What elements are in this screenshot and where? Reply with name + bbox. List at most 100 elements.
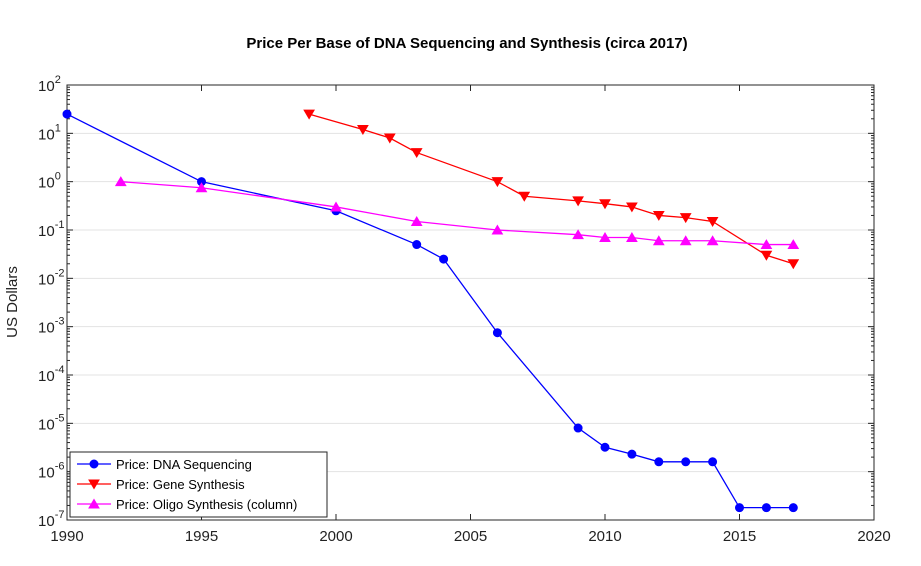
data-point [357,125,369,135]
y-tick-exponent: 0 [55,171,61,183]
series-2 [114,176,800,250]
y-tick-label: 102 [38,74,61,95]
legend-marker [88,479,100,490]
series-line [120,181,794,246]
y-tick-base: 10 [38,271,55,288]
data-point [679,213,692,224]
data-point [679,235,692,246]
data-point [627,449,637,459]
data-point [195,182,208,193]
series-0 [62,109,798,513]
data-point [708,457,718,467]
data-point [706,235,719,246]
data-point [439,254,449,264]
y-tick-exponent: -5 [55,412,65,424]
data-point [735,503,744,513]
y-tick-label: 101 [38,122,61,143]
data-point [383,133,396,144]
y-tick-exponent: -3 [55,316,65,328]
data-point [681,457,691,467]
data-point [652,210,665,221]
data-point [760,239,773,250]
legend-marker [88,498,100,509]
data-point [572,196,584,207]
y-tick-label: 10-3 [38,316,64,337]
x-tick-label: 2000 [319,528,352,545]
y-tick-base: 10 [38,368,55,385]
legend: Price: DNA Sequencing Price: Gene Synthes… [69,451,328,518]
legend-label: Price: Oligo Synthesis (column) [116,497,297,512]
series [62,109,800,513]
y-tick-base: 10 [38,78,55,95]
legend-marker [89,459,99,469]
y-tick-exponent: 2 [55,74,61,86]
y-tick-label: 100 [38,171,61,192]
data-point [600,442,610,452]
data-point [626,232,638,242]
legend-item: Price: Oligo Synthesis (column) [77,497,297,512]
y-tick-base: 10 [38,320,55,337]
grid [67,132,874,473]
y-tick-exponent: -1 [55,219,65,231]
y-tick-base: 10 [38,175,55,192]
y-tick-label: 10-6 [38,461,64,482]
data-point [518,191,531,202]
chart-title: Price Per Base of DNA Sequencing and Syn… [246,35,687,52]
y-tick-base: 10 [38,126,55,143]
y-tick-base: 10 [38,416,55,433]
data-point [706,216,719,227]
y-tick-label: 10-5 [38,412,64,433]
data-point [114,176,127,187]
x-tick-label: 2020 [857,528,890,545]
y-tick-exponent: -2 [55,267,65,279]
x-tick-label: 1995 [185,528,218,545]
y-tick-label: 10-1 [38,219,64,240]
data-point [626,202,638,213]
y-tick-label: 10-2 [38,267,64,288]
y-tick-label: 10-7 [38,509,64,530]
legend-label: Price: DNA Sequencing [116,457,252,472]
data-point [412,240,422,250]
legend-box [69,451,328,518]
y-tick-base: 10 [38,513,55,530]
data-point [573,423,583,433]
legend-item: Price: Gene Synthesis [77,477,245,492]
data-point [491,224,504,235]
y-tick-exponent: 1 [55,122,61,134]
data-point [330,201,342,212]
y-axis-label: US Dollars [4,266,21,338]
data-point [787,239,800,250]
series-line [66,113,794,509]
legend-item: Price: DNA Sequencing [77,457,252,472]
data-point [788,503,798,513]
data-point [410,216,423,226]
y-tick-base: 10 [38,465,55,482]
x-tick-label: 2015 [723,528,756,545]
data-point [492,328,502,338]
x-tick-label: 2010 [588,528,621,545]
data-point [787,259,800,270]
legend-label: Price: Gene Synthesis [116,477,245,492]
data-point [572,229,584,240]
data-point [62,109,72,119]
series-line [308,113,794,265]
data-point [491,177,504,188]
y-tick-base: 10 [38,223,55,240]
data-point [599,199,611,210]
data-point [652,235,665,246]
y-tick-label: 10-4 [38,364,64,385]
data-point [410,148,423,159]
y-tick-exponent: -4 [55,364,65,376]
data-point [761,503,771,513]
y-tick-exponent: -6 [55,461,65,473]
plot-area-frame [66,84,875,521]
x-axis-ticks: 1990 1995 2000 2005 2010 2015 2020 [50,85,891,545]
data-point [303,109,315,120]
x-tick-label: 1990 [50,528,83,545]
data-point [760,250,773,261]
x-tick-label: 2005 [454,528,487,545]
series-1 [303,109,800,270]
y-tick-exponent: -7 [55,509,65,521]
data-point [599,232,611,242]
